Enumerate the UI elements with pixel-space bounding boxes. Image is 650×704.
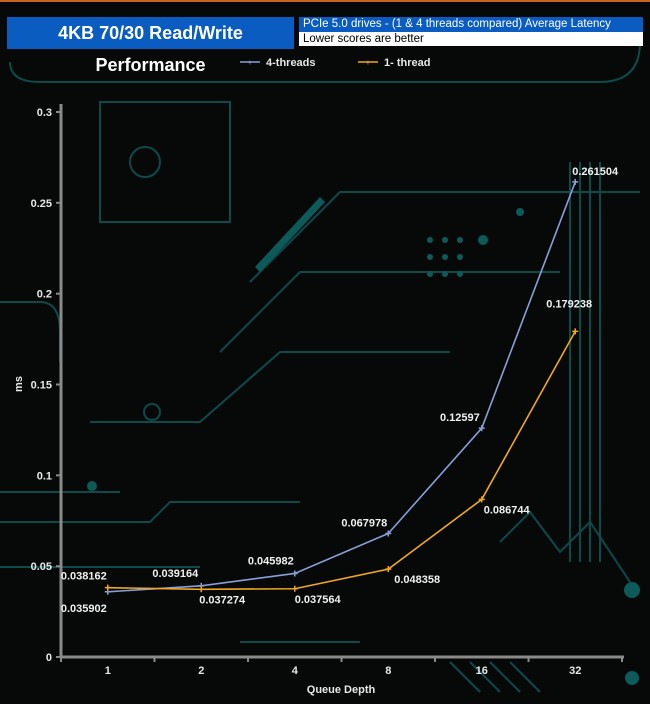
data-label: 0.261504 [572, 166, 619, 178]
data-label: 0.067978 [341, 518, 387, 530]
data-point [291, 585, 298, 592]
data-point [572, 328, 579, 335]
data-label: 0.037274 [199, 594, 246, 606]
data-label: 0.037564 [295, 594, 342, 606]
series-line [107, 181, 576, 593]
series-1-thread: 0.038162 0.037274 0.037564 0.048358 0.086744… [61, 298, 592, 606]
data-label: 0.12597 [440, 412, 480, 424]
y-tick-label: 0.2 [37, 289, 52, 301]
legend-label: 4-threads [266, 57, 316, 69]
data-point [385, 530, 392, 537]
data-point [478, 496, 485, 503]
legend-label: 1- thread [384, 57, 430, 69]
x-tick-label: 32 [569, 665, 581, 677]
data-point [385, 566, 392, 573]
data-point [478, 425, 485, 432]
y-tick-label: 0.15 [31, 380, 52, 392]
chart-title: 4KB 70/30 Read/Write Performance [7, 17, 294, 75]
data-point [198, 586, 205, 593]
chart-note: Lower scores are better [299, 32, 643, 46]
x-tick-label: 16 [476, 665, 488, 677]
x-tick-label: 4 [292, 665, 299, 677]
data-label: 0.045982 [248, 555, 294, 567]
legend-marker: + [366, 58, 371, 67]
data-point [291, 570, 298, 577]
data-label: 0.048358 [394, 574, 440, 586]
data-label: 0.039164 [152, 568, 199, 580]
x-tick-label: 2 [198, 665, 204, 677]
series-4-threads: 0.0359020.0391640.0459820.0679780.125970… [61, 166, 619, 615]
y-tick-label: 0.05 [31, 561, 52, 573]
y-axis-label: ms [13, 376, 25, 392]
data-label: 0.086744 [484, 504, 531, 516]
legend-marker: + [248, 58, 253, 67]
x-axis-label: Queue Depth [307, 684, 376, 696]
chart-subtitle: PCIe 5.0 drives - (1 & 4 threads compare… [299, 17, 643, 32]
data-label: 0.038162 [61, 571, 107, 583]
y-tick-label: 0.1 [37, 470, 52, 482]
data-point [104, 584, 111, 591]
y-tick-label: 0 [46, 652, 52, 664]
series-group: 0.0359020.0391640.0459820.0679780.125970… [61, 166, 619, 615]
data-label: 0.035902 [61, 603, 107, 615]
data-label: 0.179238 [546, 298, 592, 310]
legend: +4-threads +1- thread [240, 57, 430, 69]
y-tick-label: 0.3 [37, 107, 52, 119]
x-tick-label: 1 [105, 665, 111, 677]
axes: 0 0.05 0.1 0.15 0.2 0.25 0.3 1 2 4 8 16 32 Queue Dept… [13, 104, 624, 696]
data-point [572, 178, 579, 185]
x-tick-label: 8 [385, 665, 391, 677]
y-tick-label: 0.25 [31, 198, 52, 210]
series-line [107, 330, 576, 591]
